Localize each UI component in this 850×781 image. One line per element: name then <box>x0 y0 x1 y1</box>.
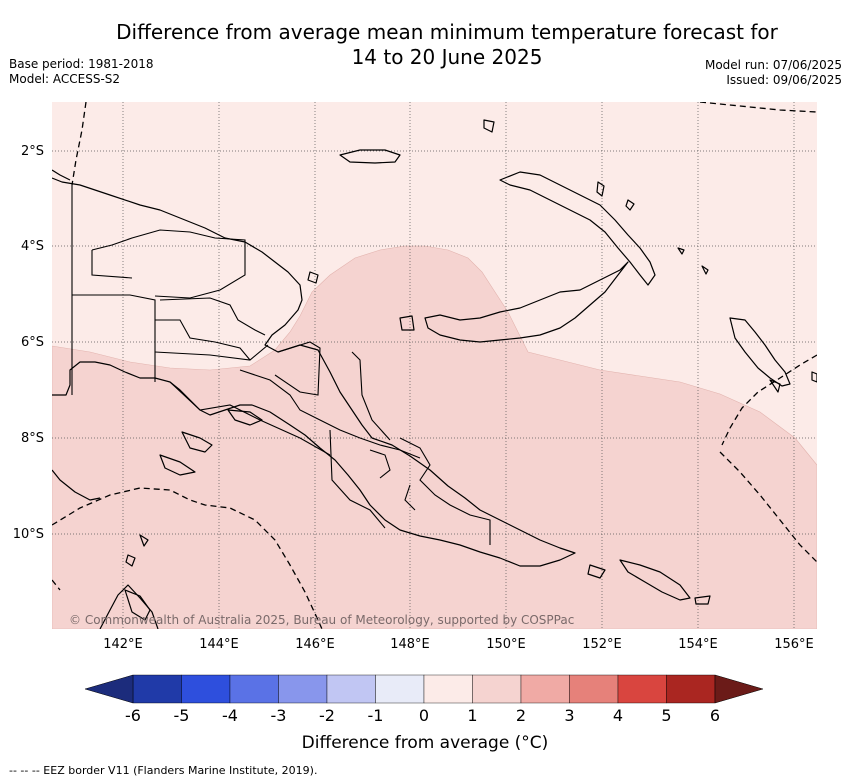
issued-date: Issued: 09/06/2025 <box>726 73 842 87</box>
lon-label-154e: 154°E <box>678 637 718 652</box>
model-name: Model: ACCESS-S2 <box>9 72 121 86</box>
colorbar-bin-5 <box>375 674 425 704</box>
colorbar-tick-label: 4 <box>612 706 624 725</box>
colorbar-bin-8 <box>520 674 570 704</box>
lon-label-144e: 144°E <box>199 637 239 652</box>
lon-label-156e: 156°E <box>774 637 814 652</box>
colorbar-bin-2 <box>229 674 279 704</box>
colorbar-tick-label: -4 <box>222 706 238 725</box>
colorbar-tick-label: 6 <box>709 706 721 725</box>
lon-label-148e: 148°E <box>390 637 430 652</box>
colorbar-under-arrow <box>84 674 134 704</box>
colorbar-bin-4 <box>326 674 376 704</box>
colorbar-bin-6 <box>423 674 473 704</box>
meta-left: Base period: 1981-2018 Model: ACCESS-S2 <box>9 57 154 87</box>
graticule <box>52 102 817 629</box>
lon-label-146e: 146°E <box>295 637 335 652</box>
eez-legend: -- -- -- EEZ border V11 (Flanders Marine… <box>9 764 318 777</box>
lat-label-4s: 4°S <box>20 239 44 254</box>
lat-label-6s: 6°S <box>20 335 44 350</box>
lat-label-8s: 8°S <box>20 431 44 446</box>
colorbar-bin-11 <box>666 674 716 704</box>
colorbar-bin-0 <box>132 674 182 704</box>
colorbar-tick-label: -3 <box>270 706 287 725</box>
model-run: Model run: 07/06/2025 <box>704 58 842 72</box>
colorbar-title: Difference from average (°C) <box>301 733 549 753</box>
title-line-2: 14 to 20 June 2025 <box>351 45 543 69</box>
lon-label-152e: 152°E <box>582 637 622 652</box>
colorbar-bin-7 <box>472 674 522 704</box>
lon-label-150e: 150°E <box>486 637 526 652</box>
map-plot <box>52 102 817 629</box>
base-period: Base period: 1981-2018 <box>9 57 154 71</box>
meta-right: Model run: 07/06/2025 Issued: 09/06/2025 <box>705 58 842 88</box>
colorbar-bin-10 <box>617 674 667 704</box>
map-title: Difference from average mean minimum tem… <box>92 20 802 70</box>
borders <box>71 185 491 545</box>
anomaly-region-1-to-2 <box>52 245 817 629</box>
colorbar-tick-label: 3 <box>564 706 575 725</box>
lat-label-10s: 10°S <box>12 527 44 542</box>
colorbar-tick-label: 0 <box>418 706 430 725</box>
colorbar-tick-label: -1 <box>367 706 384 725</box>
colorbar-tick-label: 5 <box>661 706 672 725</box>
copyright-credit: © Commonwealth of Australia 2025, Bureau… <box>69 613 575 627</box>
colorbar-tick-label: 2 <box>515 706 527 725</box>
colorbar-tick-label: 1 <box>467 706 478 725</box>
colorbar-tick-label: -2 <box>319 706 335 725</box>
colorbar-tick-label: -6 <box>125 706 141 725</box>
colorbar-over-arrow <box>714 674 764 704</box>
lon-label-142e: 142°E <box>103 637 143 652</box>
colorbar-tick-label: -5 <box>173 706 190 725</box>
colorbar-bin-1 <box>181 674 231 704</box>
title-line-1: Difference from average mean minimum tem… <box>116 20 778 44</box>
colorbar-bin-9 <box>569 674 619 704</box>
colorbar-bin-3 <box>278 674 328 704</box>
lat-label-2s: 2°S <box>20 144 44 159</box>
eez-borders <box>52 102 817 629</box>
